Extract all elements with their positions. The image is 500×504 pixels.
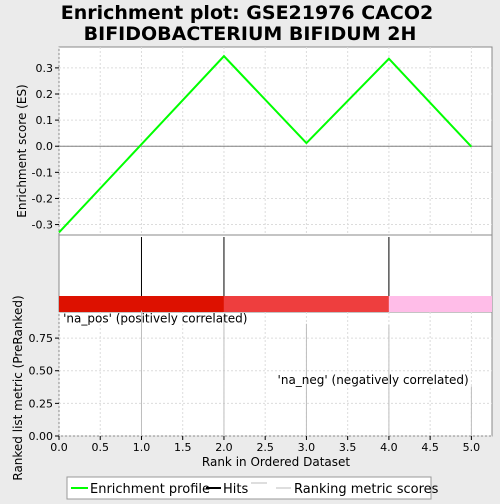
x-tick-label: 1.0 — [133, 441, 151, 454]
color-bar-segment — [223, 296, 389, 312]
enrichment-panel — [58, 46, 493, 236]
x-tick-label: 2.0 — [215, 441, 233, 454]
chart-title-line-2: BIFIDOBACTERIUM BIFIDUM 2H — [84, 23, 417, 45]
legend-label-ranking-metric: Ranking metric scores — [294, 482, 439, 497]
enrichment-profile-layer — [58, 54, 473, 234]
color-bar-segment — [388, 296, 492, 312]
x-axis-label: Rank in Ordered Dataset — [202, 455, 350, 469]
na-pos-annotation: 'na_pos' (positively correlated) — [63, 311, 247, 325]
x-tick-label: 0.5 — [91, 441, 109, 454]
x-tick-label: 3.0 — [298, 441, 316, 454]
annotations-layer: 'na_pos' (positively correlated) 'na_neg'… — [63, 311, 469, 386]
x-tick-label: 2.5 — [256, 441, 274, 454]
legend-box — [66, 476, 432, 500]
rl-y-tick-label: 0.75 — [29, 332, 54, 345]
es-y-tick-label: 0.2 — [36, 88, 54, 101]
rl-y-tick-label: 0.25 — [29, 397, 54, 410]
x-tick-label: 5.0 — [463, 441, 481, 454]
rl-y-tick-label: 0.50 — [29, 365, 54, 378]
ranked-y-axis-label: Ranked list metric (PreRanked) — [11, 295, 25, 480]
es-y-tick-label: 0.0 — [36, 140, 54, 153]
enrichment-profile-line — [58, 54, 473, 234]
ranking-color-bar — [59, 296, 492, 312]
grid-layer — [58, 47, 492, 437]
ranked-bars-layer — [140, 310, 472, 436]
es-y-tick-label: -0.3 — [32, 219, 53, 232]
x-tick-label: 3.5 — [339, 441, 357, 454]
legend-label-hits: Hits — [223, 482, 248, 497]
color-bar-segment — [59, 296, 224, 312]
legend-label-enrichment-profile: Enrichment profile — [90, 482, 210, 497]
na-neg-annotation: 'na_neg' (negatively correlated) — [278, 373, 469, 387]
x-tick-label: 4.0 — [380, 441, 398, 454]
axes-layer: -0.3 -0.2 -0.1 0.0 0.1 0.2 0.3 0.00 0.25 0.50 0.75… — [29, 62, 481, 454]
es-y-tick-label: 0.1 — [36, 114, 54, 127]
x-tick-label: 4.5 — [421, 441, 439, 454]
es-y-tick-label: -0.2 — [32, 192, 53, 205]
rl-y-tick-label: 0.00 — [29, 430, 54, 443]
x-tick-label: 0.0 — [50, 441, 68, 454]
es-y-tick-label: 0.3 — [36, 62, 54, 75]
hits-layer — [140, 237, 390, 296]
es-y-tick-label: -0.1 — [32, 166, 53, 179]
chart-title-line-1: Enrichment plot: GSE21976 CACO2 — [61, 2, 434, 24]
es-y-axis-label: Enrichment score (ES) — [15, 84, 29, 217]
x-tick-label: 1.5 — [174, 441, 192, 454]
